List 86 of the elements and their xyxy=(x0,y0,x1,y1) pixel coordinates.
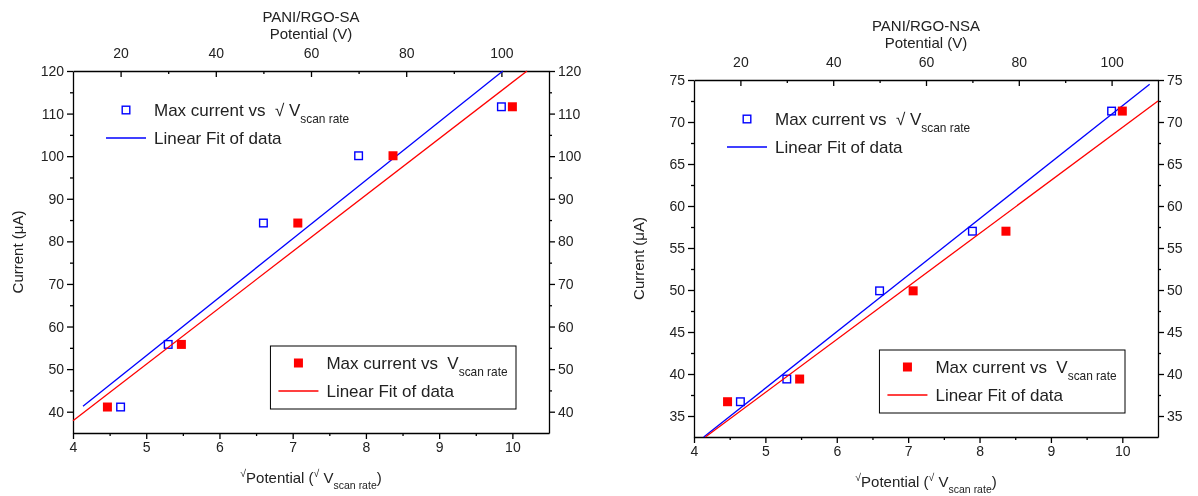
y2-tick-label: 90 xyxy=(558,190,574,207)
y2-tick-label: 60 xyxy=(1167,197,1183,214)
y-tick-label: 60 xyxy=(669,197,686,214)
point xyxy=(795,374,805,384)
x2-tick-label: 20 xyxy=(733,54,749,71)
point xyxy=(388,151,398,161)
x-tick-label: 8 xyxy=(976,442,985,459)
y2-tick-label: 70 xyxy=(558,275,574,292)
x-axis-title: $^{√}$Potential ($^{√}$ V$_{scan rate}$) xyxy=(240,467,382,491)
x-tick-label: 10 xyxy=(505,438,521,455)
legend-label: Linear Fit of data xyxy=(326,382,455,401)
x2-tick-label: 60 xyxy=(918,54,935,71)
y2-tick-label: 40 xyxy=(558,403,574,420)
y2-tick-label: 60 xyxy=(558,318,574,335)
x-tick-label: 8 xyxy=(362,438,371,455)
x-tick-label: 4 xyxy=(69,438,78,455)
point xyxy=(1001,226,1011,236)
y-tick-label: 110 xyxy=(41,105,65,122)
legend-label: Linear Fit of data xyxy=(775,138,904,157)
point xyxy=(723,397,733,407)
y-tick-label: 55 xyxy=(669,239,686,256)
point xyxy=(507,102,517,112)
y-tick-label: 60 xyxy=(48,318,65,335)
point xyxy=(908,286,918,296)
chart-title: PANI/RGO-NSA xyxy=(871,17,981,34)
legend-label: Max current vs √ V$_{scan rate}$ xyxy=(775,110,971,135)
y-tick-label: 35 xyxy=(669,407,686,424)
y-tick-label: 80 xyxy=(48,233,65,250)
y2-tick-label: 65 xyxy=(1167,155,1183,172)
y-tick-label: 70 xyxy=(48,275,65,292)
y2-tick-label: 75 xyxy=(1167,71,1183,88)
chart-title: PANI/RGO-SA xyxy=(262,8,360,25)
x2-tick-label: 20 xyxy=(113,45,130,62)
y2-tick-label: 35 xyxy=(1167,407,1183,424)
y-axis-title: Current (μA) xyxy=(9,210,26,294)
x2-tick-label: 100 xyxy=(490,45,514,62)
y-tick-label: 40 xyxy=(48,403,65,420)
y2-tick-label: 100 xyxy=(558,148,582,165)
x2-tick-label: 60 xyxy=(303,45,320,62)
legend-label: Linear Fit of data xyxy=(154,129,283,148)
x2-tick-label: 100 xyxy=(1100,54,1124,71)
y2-tick-label: 120 xyxy=(558,62,582,79)
point xyxy=(293,218,303,228)
y-tick-label: 70 xyxy=(669,113,686,130)
y2-tick-label: 55 xyxy=(1167,239,1183,256)
x-tick-label: 6 xyxy=(216,438,225,455)
x-tick-label: 9 xyxy=(1047,442,1056,459)
y2-tick-label: 45 xyxy=(1167,323,1183,340)
x2-tick-label: 40 xyxy=(208,45,225,62)
y-tick-label: 100 xyxy=(40,148,65,165)
y-tick-label: 90 xyxy=(48,190,65,207)
point xyxy=(102,402,112,412)
point xyxy=(1117,106,1127,116)
y2-tick-label: 110 xyxy=(558,105,581,122)
legend-label: Max current vs V$_{scan rate}$ xyxy=(326,354,508,379)
y2-tick-label: 50 xyxy=(558,361,574,378)
x2-axis-title: Potential (V) xyxy=(269,25,353,42)
x2-axis-title: Potential (V) xyxy=(884,34,968,51)
x-axis-title: $^{√}$Potential ($^{√}$ V$_{scan rate}$) xyxy=(855,471,997,495)
x-tick-label: 7 xyxy=(289,438,298,455)
x2-tick-label: 80 xyxy=(1011,54,1028,71)
point xyxy=(176,339,186,349)
x-tick-label: 9 xyxy=(435,438,444,455)
x-tick-label: 5 xyxy=(142,438,151,455)
y2-tick-label: 70 xyxy=(1167,113,1183,130)
y-tick-label: 65 xyxy=(669,155,686,172)
y-tick-label: 50 xyxy=(669,281,686,298)
x-tick-label: 6 xyxy=(833,442,842,459)
y-tick-label: 75 xyxy=(669,71,686,88)
y-tick-label: 120 xyxy=(40,62,65,79)
y-axis-title: Current (μA) xyxy=(630,217,647,300)
y-tick-label: 40 xyxy=(669,365,686,382)
y2-tick-label: 40 xyxy=(1167,365,1183,382)
x-tick-label: 7 xyxy=(904,442,913,459)
y-tick-label: 45 xyxy=(669,323,686,340)
legend-label: Linear Fit of data xyxy=(935,386,1064,405)
x2-tick-label: 40 xyxy=(825,54,842,71)
x-tick-label: 4 xyxy=(690,442,699,459)
legend-label: Max current vs √ V$_{scan rate}$ xyxy=(154,101,350,126)
x-tick-label: 5 xyxy=(761,442,770,459)
y2-tick-label: 50 xyxy=(1167,281,1183,298)
legend-label: Max current vs V$_{scan rate}$ xyxy=(935,358,1117,383)
x2-tick-label: 80 xyxy=(398,45,415,62)
y2-tick-label: 80 xyxy=(558,233,574,250)
x-tick-label: 10 xyxy=(1115,442,1131,459)
y-tick-label: 50 xyxy=(48,361,65,378)
